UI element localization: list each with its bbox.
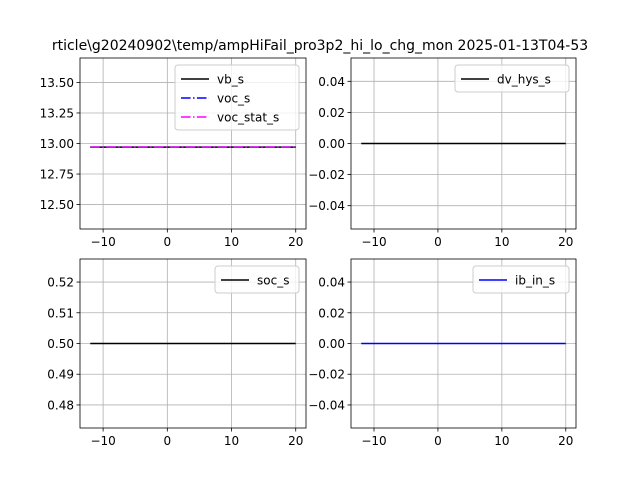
y-tick-label: 0.50 bbox=[47, 337, 74, 351]
y-tick-label: 0.48 bbox=[47, 398, 74, 412]
legend: vb_s voc_s voc_stat_s bbox=[174, 64, 300, 131]
y-tick-label: −0.04 bbox=[308, 398, 345, 412]
y-tick-label: 0.04 bbox=[318, 276, 345, 290]
x-tick-label: 20 bbox=[558, 235, 573, 249]
y-tick-label: −0.04 bbox=[308, 199, 345, 213]
x-tick-label: 0 bbox=[434, 235, 442, 249]
x-tick-label: −10 bbox=[361, 434, 386, 448]
x-tick-label: 0 bbox=[163, 434, 171, 448]
legend: ib_in_s bbox=[472, 265, 570, 294]
x-tick-label: 20 bbox=[558, 434, 573, 448]
y-tick-label: −0.02 bbox=[308, 168, 345, 182]
subplot-2: −10 0 10 20 −0.04 −0.02 0.00 0.02 0.04 dv_hys_s bbox=[308, 57, 577, 249]
y-tick-label: 0.02 bbox=[318, 306, 345, 320]
y-tick-label: 13.00 bbox=[40, 137, 74, 151]
x-tick-label: −10 bbox=[90, 235, 115, 249]
x-tick-label: 0 bbox=[163, 235, 171, 249]
y-tick-label: 0.00 bbox=[318, 137, 345, 151]
y-tick-label: 0.04 bbox=[318, 75, 345, 89]
y-tick-label: 12.50 bbox=[40, 198, 74, 212]
y-tick-label: 13.25 bbox=[40, 106, 74, 120]
legend-label-ib_in_s: ib_in_s bbox=[515, 274, 555, 288]
x-tick-label: 10 bbox=[224, 235, 239, 249]
figure-title: rticle\g20240902\temp/ampHiFail_pro3p2_h… bbox=[52, 38, 588, 54]
legend-label-voc_s: voc_s bbox=[217, 92, 250, 106]
legend: soc_s bbox=[214, 265, 300, 294]
legend-box bbox=[472, 265, 570, 294]
subplot-3: −10 0 10 20 0.48 0.49 0.50 0.51 0.52 soc_s bbox=[47, 258, 307, 448]
legend-label-vb_s: vb_s bbox=[217, 73, 244, 87]
y-tick-label: 0.49 bbox=[47, 368, 74, 382]
x-tick-label: −10 bbox=[361, 235, 386, 249]
subplot-1: −10 0 10 20 12.50 12.75 13.00 13.25 13.50 vb_svoc… bbox=[40, 57, 307, 249]
legend-label-dv_hys_s: dv_hys_s bbox=[497, 73, 551, 87]
x-tick-label: 20 bbox=[288, 235, 303, 249]
subplot-grid: −10 0 10 20 12.50 12.75 13.00 13.25 13.50 vb_svoc… bbox=[40, 57, 577, 448]
y-tick-label: 0.51 bbox=[47, 306, 74, 320]
x-tick-label: −10 bbox=[90, 434, 115, 448]
y-tick-label: 13.50 bbox=[40, 76, 74, 90]
legend-box bbox=[174, 64, 300, 131]
x-tick-label: 10 bbox=[494, 434, 509, 448]
y-tick-label: 0.00 bbox=[318, 337, 345, 351]
x-tick-label: 0 bbox=[434, 434, 442, 448]
y-tick-label: 12.75 bbox=[40, 168, 74, 182]
y-tick-label: 0.02 bbox=[318, 106, 345, 120]
subplot-4: −10 0 10 20 −0.04 −0.02 0.00 0.02 0.04 ib_in_s bbox=[308, 258, 577, 448]
legend: dv_hys_s bbox=[454, 64, 570, 93]
x-tick-label: 10 bbox=[224, 434, 239, 448]
x-tick-label: 10 bbox=[494, 235, 509, 249]
legend-label-voc_stat_s: voc_stat_s bbox=[217, 111, 279, 125]
y-tick-label: −0.02 bbox=[308, 368, 345, 382]
legend-box bbox=[454, 64, 570, 93]
legend-label-soc_s: soc_s bbox=[257, 274, 289, 288]
legend-box bbox=[214, 265, 300, 294]
y-tick-label: 0.52 bbox=[47, 276, 74, 290]
x-tick-label: 20 bbox=[288, 434, 303, 448]
